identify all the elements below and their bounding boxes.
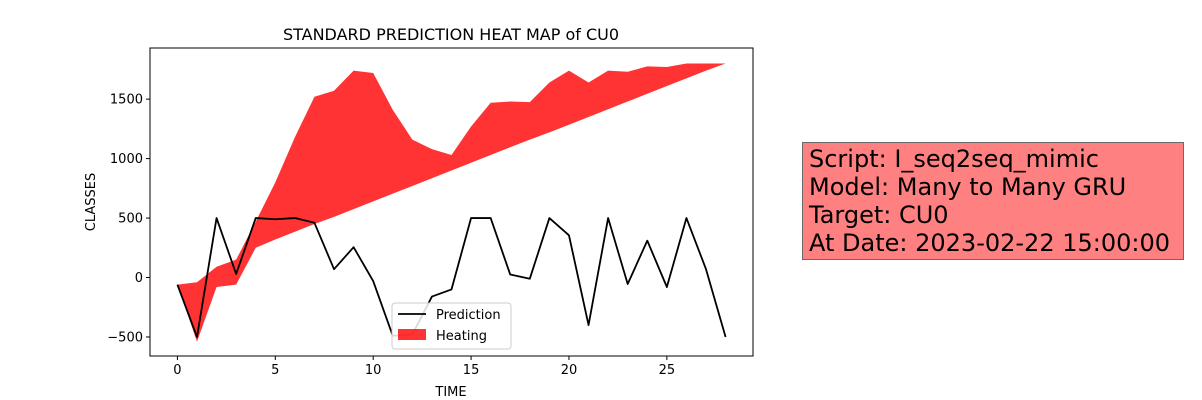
x-tick-label: 25 [659,363,676,378]
x-tick-label: 5 [271,363,279,378]
info-line-script: Script: I_seq2seq_mimic [809,145,1099,173]
x-tick-label: 20 [561,363,578,378]
axes: 0 5 10 15 20 25 −500 0 500 1000 1500 [107,93,675,378]
y-tick-label: −500 [107,330,143,345]
plot-area [176,63,727,342]
info-box: Script: I_seq2seq_mimic Model: Many to M… [802,142,1184,260]
x-axis-label: TIME [434,385,466,400]
legend-swatch-heating [398,329,426,340]
info-line-date: At Date: 2023-02-22 15:00:00 [809,229,1171,257]
y-tick-label: 500 [118,212,143,227]
chart-title: STANDARD PREDICTION HEAT MAP of CU0 [283,25,619,44]
prediction-line [176,217,727,338]
legend-label-prediction: Prediction [436,308,501,323]
info-line-model: Model: Many to Many GRU [809,173,1127,201]
legend-label-heating: Heating [436,329,487,344]
plot-frame [149,47,754,357]
legend: Prediction Heating [391,302,512,350]
x-tick-label: 10 [365,363,382,378]
y-tick-label: 1000 [110,152,143,167]
x-tick-label: 0 [173,363,181,378]
x-tick-label: 15 [463,363,480,378]
y-tick-label: 0 [135,271,143,286]
y-axis-label: CLASSES [84,173,99,231]
y-tick-label: 1500 [110,93,143,108]
info-line-target: Target: CU0 [809,201,949,229]
heating-area [177,63,726,342]
